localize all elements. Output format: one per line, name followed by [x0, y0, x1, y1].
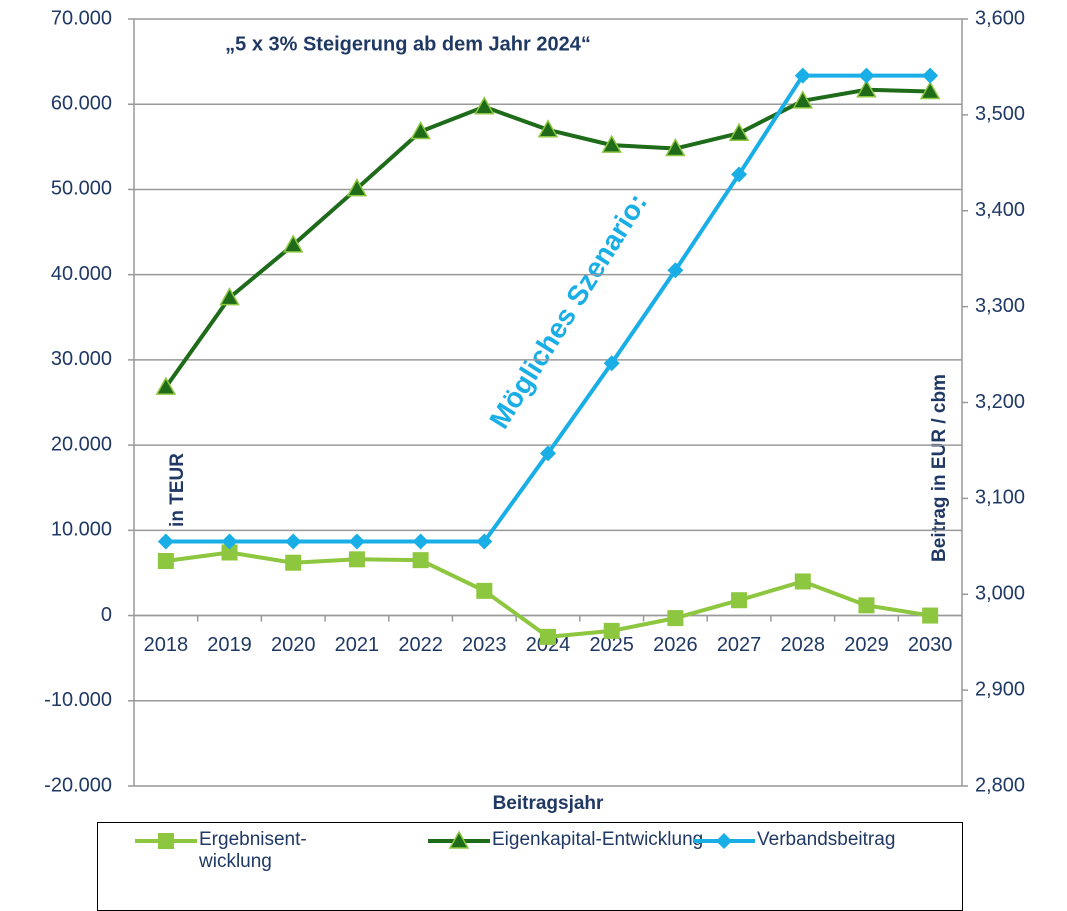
- x-tick-label: 2019: [207, 634, 252, 656]
- x-tick-label: 2029: [844, 634, 889, 656]
- marker: [158, 833, 174, 849]
- y-tick-label: 60.000: [51, 93, 112, 115]
- marker: [794, 67, 811, 84]
- marker: [346, 178, 368, 197]
- y2-tick-label: 2,900: [975, 678, 1025, 700]
- x-axis-label: Beitragsjahr: [493, 793, 604, 814]
- x-tick-label: 2023: [462, 634, 507, 656]
- series-line: [165, 73, 931, 544]
- marker: [794, 573, 811, 590]
- y2-tick-label: 3,300: [975, 295, 1025, 317]
- y-tick-label: 40.000: [51, 263, 112, 285]
- marker: [731, 166, 748, 183]
- y-tick-label: 0: [101, 604, 112, 626]
- legend: Ergebnisent-wicklung Eigenkapital-Entwick…: [97, 822, 963, 911]
- x-tick-label: 2027: [717, 634, 762, 656]
- marker: [603, 355, 620, 372]
- x-tick-label: 2022: [398, 634, 443, 656]
- y2-tick-label: 2,800: [975, 774, 1025, 796]
- marker: [348, 551, 365, 568]
- x-tick-label: 2028: [781, 634, 826, 656]
- marker: [157, 553, 174, 570]
- legend-swatch: [693, 833, 755, 849]
- marker: [412, 533, 429, 550]
- marker: [285, 554, 302, 571]
- y-tick-label: 20.000: [51, 433, 112, 455]
- annotation: „5 x 3% Steigerung ab dem Jahr 2024“: [225, 33, 591, 55]
- y2-tick-label: 3,600: [975, 7, 1025, 29]
- marker: [155, 376, 177, 395]
- y2-tick-label: 3,100: [975, 487, 1025, 509]
- marker: [922, 67, 939, 84]
- marker: [476, 533, 493, 550]
- marker: [219, 287, 240, 306]
- marker: [601, 134, 622, 153]
- marker: [540, 445, 556, 462]
- marker: [792, 90, 814, 109]
- legend-swatch: [428, 830, 490, 849]
- series-line: [165, 550, 931, 639]
- marker: [919, 80, 941, 100]
- legend-label: Verbandsbeitrag: [757, 829, 896, 850]
- legend-swatch: [135, 833, 197, 849]
- y-tick-label: -10.000: [44, 689, 112, 711]
- marker: [665, 138, 686, 157]
- y-axis-label: in TEUR: [167, 453, 188, 527]
- marker: [410, 120, 431, 140]
- marker: [716, 833, 732, 849]
- y-tick-label: -20.000: [44, 774, 112, 796]
- marker: [474, 96, 495, 115]
- y2-axis-label: Beitrag in EUR / cbm: [929, 374, 950, 562]
- legend-label: Eigenkapital-Entwicklung: [492, 829, 704, 850]
- marker: [157, 533, 174, 550]
- legend-label: Ergebnisent-wicklung: [199, 829, 307, 872]
- marker: [858, 597, 875, 614]
- x-tick-label: 2030: [908, 634, 953, 656]
- marker: [603, 622, 620, 639]
- y-tick-label: 30.000: [51, 348, 112, 370]
- marker: [221, 544, 238, 561]
- chart: „5 x 3% Steigerung ab dem Jahr 2024“ Mög…: [44, 7, 1025, 814]
- y-tick-label: 50.000: [51, 178, 112, 200]
- x-tick-label: 2025: [589, 634, 634, 656]
- marker: [540, 628, 556, 645]
- y-tick-label: 10.000: [51, 519, 112, 541]
- x-tick-label: 2020: [271, 634, 316, 656]
- x-tick-label: 2018: [144, 634, 189, 656]
- y2-tick-label: 3,000: [975, 583, 1025, 605]
- annotation: Mögliches Szenario:: [483, 188, 653, 434]
- legend-item: Ergebnisent-wicklung: [133, 829, 311, 873]
- marker: [348, 533, 365, 550]
- marker: [285, 533, 302, 550]
- y2-tick-label: 3,500: [975, 103, 1025, 125]
- y2-tick-label: 3,200: [975, 391, 1025, 413]
- legend-item: Eigenkapital-Entwicklung: [426, 829, 703, 853]
- y-tick-label: 70.000: [51, 7, 112, 29]
- marker: [856, 79, 877, 98]
- x-tick-label: 2026: [653, 634, 698, 656]
- marker: [922, 607, 939, 624]
- marker: [667, 610, 684, 627]
- y2-tick-label: 3,400: [975, 199, 1025, 221]
- marker: [537, 119, 559, 138]
- marker: [728, 122, 750, 141]
- marker: [731, 592, 748, 609]
- x-tick-label: 2021: [335, 634, 380, 656]
- marker: [667, 262, 684, 279]
- marker: [412, 552, 429, 569]
- marker: [448, 830, 470, 849]
- marker: [221, 533, 238, 550]
- marker: [476, 582, 493, 599]
- marker: [282, 234, 304, 253]
- legend-item: Verbandsbeitrag: [691, 829, 895, 853]
- marker: [858, 67, 875, 84]
